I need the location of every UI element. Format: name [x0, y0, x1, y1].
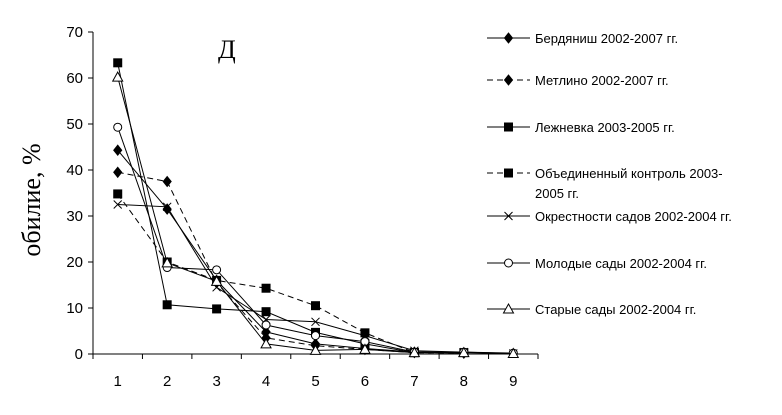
y-tick-label: 50: [66, 116, 83, 133]
data-point: [261, 307, 271, 317]
series-7: [111, 71, 520, 359]
data-point: [360, 328, 370, 338]
legend-item: Бердяниш 2002-2007 гг.: [487, 31, 678, 46]
legend-item: Лежневка 2003-2005 гг.: [487, 120, 675, 135]
y-axis-label: обилие, %: [17, 143, 46, 256]
x-tick-label: 3: [212, 373, 220, 390]
data-point: [113, 189, 123, 199]
series-4: [113, 189, 469, 358]
series-line: [117, 193, 464, 354]
data-point: [507, 347, 520, 359]
data-point: [113, 122, 123, 132]
data-point: [162, 175, 172, 188]
x-tick-label: 2: [163, 373, 171, 390]
data-point: [113, 144, 123, 157]
data-point: [311, 317, 320, 327]
panel-label: Д: [218, 35, 236, 64]
data-point: [309, 344, 322, 355]
legend-item: Метлино 2002-2007 гг.: [487, 73, 669, 88]
series-line: [117, 171, 464, 354]
y-tick-label: 60: [66, 70, 83, 87]
data-point: [408, 346, 421, 358]
data-point: [113, 166, 123, 179]
series-line: [117, 76, 514, 355]
data-point: [162, 202, 172, 212]
legend: Бердяниш 2002-2007 гг. Метлино 2002-2007 …: [487, 31, 732, 317]
legend-marker: [504, 168, 513, 178]
x-tick-label: 9: [509, 373, 517, 390]
legend-marker: [503, 32, 514, 44]
data-point: [111, 71, 124, 82]
legend-label: Окрестности садов 2002-2004 гг.: [535, 209, 732, 224]
legend-item: Молодые сады 2002-2004 гг.: [487, 256, 707, 271]
legend-item: Окрестности садов 2002-2004 гг.: [487, 209, 732, 224]
data-point: [359, 343, 371, 354]
series-line: [117, 127, 514, 354]
legend-label: Старые сады 2002-2004 гг.: [535, 302, 696, 317]
data-point: [212, 304, 222, 314]
y-tick-label: 70: [66, 24, 83, 41]
data-point: [261, 320, 271, 330]
x-tick-label: 6: [361, 373, 369, 390]
data-point: [162, 300, 172, 310]
legend-item: Объединенный контроль 2003- 2005 гг.: [487, 166, 723, 201]
y-tick-label: 10: [66, 300, 83, 317]
axes: 0 10 20 30 40 50 60 70 1 2 3 4 5 6 7 8 9: [66, 24, 539, 390]
y-tick-label: 20: [66, 254, 83, 271]
x-tick-label: 7: [410, 373, 418, 390]
legend-label: Бердяниш 2002-2007 гг.: [535, 31, 678, 46]
x-tick-label: 8: [460, 373, 468, 390]
legend-marker: [502, 302, 515, 314]
legend-label: Молодые сады 2002-2004 гг.: [535, 256, 707, 271]
data-point: [161, 256, 174, 268]
data-point: [457, 346, 470, 358]
x-tick-label: 5: [311, 373, 319, 390]
y-tick-label: 40: [66, 162, 83, 179]
data-point: [260, 337, 272, 349]
legend-label: Объединенный контроль 2003-: [535, 166, 723, 181]
data-point: [113, 58, 123, 68]
y-tick-label: 30: [66, 208, 83, 225]
legend-marker: [504, 122, 513, 132]
y-tick-label: 0: [75, 346, 83, 363]
legend-marker: [504, 258, 513, 268]
legend-label: 2005 гг.: [535, 186, 579, 201]
x-tick-label: 4: [262, 373, 270, 390]
legend-marker: [504, 211, 513, 221]
legend-label: Лежневка 2003-2005 гг.: [535, 120, 675, 135]
data-point: [261, 283, 271, 293]
x-tick-label: 1: [114, 373, 122, 390]
data-point: [210, 275, 223, 286]
data-point: [113, 200, 123, 209]
series-layer: [111, 58, 520, 359]
data-point: [311, 301, 320, 311]
legend-item: Старые сады 2002-2004 гг.: [487, 302, 696, 317]
series-3: [113, 58, 419, 358]
legend-marker: [503, 74, 514, 86]
legend-label: Метлино 2002-2007 гг.: [535, 73, 669, 88]
data-point: [311, 331, 320, 341]
data-point: [212, 265, 222, 275]
